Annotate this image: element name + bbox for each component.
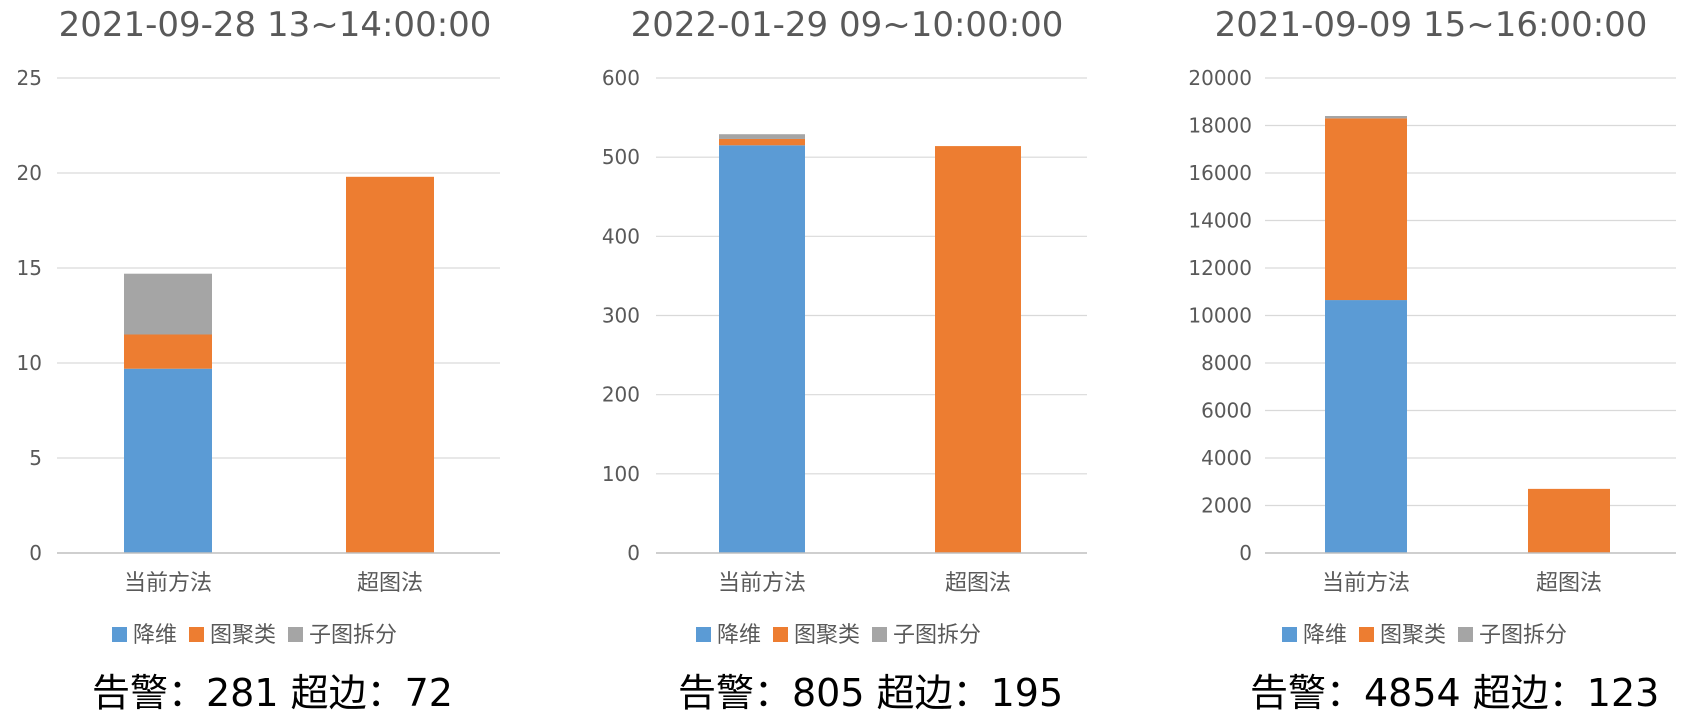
y-tick-label: 0 — [1239, 541, 1252, 565]
y-tick-label: 2000 — [1201, 494, 1252, 518]
y-tick-label: 100 — [602, 462, 640, 486]
legend-label-graph-cluster: 图聚类 — [1380, 623, 1446, 648]
legend-swatch-subgraph-split — [872, 627, 887, 642]
y-tick-label: 200 — [602, 383, 640, 407]
y-tick-label: 5 — [29, 446, 42, 470]
chart-panel-1: 2021-09-28 13~14:00:00 0 5 10 15 20 25 当前方法 超图法降… — [0, 0, 540, 718]
y-tick-label: 500 — [602, 145, 640, 169]
legend-swatch-graph-cluster — [1359, 627, 1374, 642]
y-tick-label: 0 — [29, 541, 42, 565]
chart-title: 2022-01-29 09~10:00:00 — [631, 5, 1064, 45]
legend-swatch-reduce-dim — [1282, 627, 1297, 642]
y-tick-label: 4000 — [1201, 446, 1252, 470]
y-tick-label: 300 — [602, 304, 640, 328]
bar-graph-cluster-current-method — [1325, 118, 1407, 301]
legend-swatch-graph-cluster — [189, 627, 204, 642]
bar-graph-cluster-hypergraph-method — [346, 176, 434, 554]
y-tick-label: 14000 — [1188, 209, 1252, 233]
y-tick-label: 400 — [602, 224, 640, 248]
bar-subgraph-split-current-method — [124, 273, 212, 335]
legend-label-graph-cluster: 图聚类 — [794, 623, 860, 648]
bar-subgraph-split-current-method — [1325, 116, 1407, 119]
x-category-label: 当前方法 — [718, 571, 806, 596]
legend-swatch-reduce-dim — [112, 627, 127, 642]
x-category-label: 超图法 — [945, 571, 1011, 596]
y-tick-label: 25 — [17, 66, 42, 90]
legend-label-subgraph-split: 子图拆分 — [1479, 623, 1567, 648]
y-tick-label: 12000 — [1188, 256, 1252, 280]
y-tick-label: 0 — [627, 541, 640, 565]
bar-graph-cluster-current-method — [719, 138, 805, 146]
bar-reduce-dim-current-method — [124, 368, 212, 553]
y-tick-label: 16000 — [1188, 161, 1252, 185]
legend-label-subgraph-split: 子图拆分 — [309, 623, 397, 648]
legend-label-reduce-dim: 降维 — [133, 623, 177, 648]
chart-caption: 告警：805 超边：195 — [678, 671, 1063, 715]
y-tick-label: 20 — [17, 161, 42, 185]
chart-panel-3: 2021-09-09 15~16:00:00 0 2000 4000 6000 8000 1… — [1140, 0, 1680, 718]
x-category-label: 当前方法 — [124, 571, 212, 596]
y-tick-label: 8000 — [1201, 351, 1252, 375]
y-tick-label: 18000 — [1188, 114, 1252, 138]
legend-label-subgraph-split: 子图拆分 — [893, 623, 981, 648]
x-category-label: 超图法 — [1536, 571, 1602, 596]
y-tick-label: 15 — [17, 256, 42, 280]
legend-label-reduce-dim: 降维 — [1303, 623, 1347, 648]
bar-graph-cluster-hypergraph-method — [1528, 488, 1610, 553]
x-category-label: 当前方法 — [1322, 571, 1410, 596]
legend-swatch-graph-cluster — [773, 627, 788, 642]
x-category-label: 超图法 — [357, 571, 423, 596]
bar-subgraph-split-current-method — [719, 134, 805, 139]
bar-graph-cluster-current-method — [124, 334, 212, 369]
chart-title: 2021-09-28 13~14:00:00 — [59, 5, 492, 45]
chart-1: 2021-09-28 13~14:00:00 0 5 10 15 20 25 当前方法 超图法降… — [17, 5, 500, 715]
chart-panel-2: 2022-01-29 09~10:00:00 0 100 200 300 400 500 60… — [560, 0, 1100, 718]
y-tick-label: 600 — [602, 66, 640, 90]
y-tick-label: 6000 — [1201, 399, 1252, 423]
y-tick-label: 10 — [17, 351, 42, 375]
legend-swatch-subgraph-split — [288, 627, 303, 642]
legend-swatch-reduce-dim — [696, 627, 711, 642]
chart-3: 2021-09-09 15~16:00:00 0 2000 4000 6000 8000 1… — [1188, 5, 1676, 715]
chart-title: 2021-09-09 15~16:00:00 — [1215, 5, 1648, 45]
y-tick-label: 10000 — [1188, 304, 1252, 328]
chart-caption: 告警：281 超边：72 — [92, 671, 453, 715]
legend-label-graph-cluster: 图聚类 — [210, 623, 276, 648]
chart-caption: 告警：4854 超边：123 — [1250, 671, 1659, 715]
legend-swatch-subgraph-split — [1458, 627, 1473, 642]
bar-reduce-dim-current-method — [719, 145, 805, 553]
bar-graph-cluster-hypergraph-method — [935, 146, 1021, 554]
legend-label-reduce-dim: 降维 — [717, 623, 761, 648]
chart-2: 2022-01-29 09~10:00:00 0 100 200 300 400 500 60… — [602, 5, 1087, 715]
y-tick-label: 20000 — [1188, 66, 1252, 90]
bar-reduce-dim-current-method — [1325, 300, 1407, 553]
